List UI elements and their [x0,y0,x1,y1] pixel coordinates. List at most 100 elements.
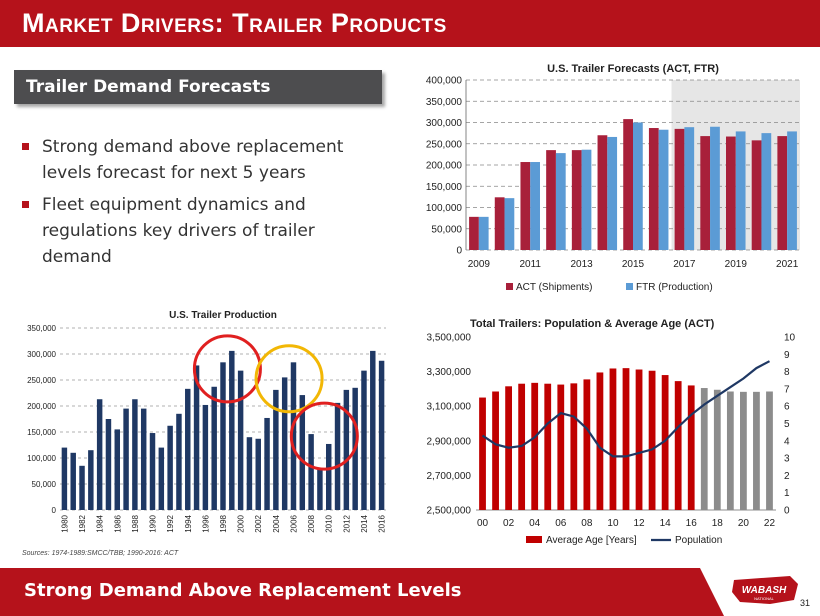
x-tick-label: 02 [503,518,515,529]
bar-act [494,197,505,250]
y-tick-label: 50,000 [431,224,462,235]
bar-production [317,469,323,510]
bar-ftr [684,127,695,250]
y-left-tick-label: 3,300,000 [427,367,472,378]
bar-act [674,128,685,250]
bar-production [273,389,279,510]
bar-population [622,368,630,510]
bullet-list: Strong demand above replacement levels f… [22,134,362,276]
bar-population [492,391,499,510]
x-tick-label: 2006 [289,514,298,532]
bar-ftr [633,122,643,250]
forecast-chart: U.S. Trailer Forecasts (ACT, FTR) 0 50,000… [426,63,800,293]
x-tick-label: 2011 [519,259,541,270]
legend-label: ACT (Shipments) [516,282,593,293]
x-tick-label: 2009 [468,259,491,270]
bullet-square-icon [22,201,29,208]
bar-production [105,419,112,510]
y-tick-label: 250,000 [27,376,56,385]
y-right-tick-label: 7 [784,384,790,395]
bar-ftr [787,131,797,250]
y-tick-label: 300,000 [27,350,56,359]
bar-population [635,369,643,510]
bar-act [648,128,659,250]
x-tick-label: 1990 [149,514,158,532]
bar-production [132,399,138,510]
y-tick-label: 250,000 [426,139,463,150]
bar-production [79,465,85,510]
bar-ftr [735,131,746,250]
bar-ftr [581,149,592,250]
y-right-tick-label: 3 [784,454,790,465]
svg-text:NATIONAL: NATIONAL [754,596,774,601]
y-left-tick-label: 2,500,000 [427,506,472,517]
bar-act [571,150,582,250]
y-right-tick-label: 5 [784,419,790,430]
highlight-circle [192,334,262,404]
x-tick-label: 14 [660,518,672,529]
bar-ftr [761,133,772,250]
source-note: Sources: 1974-1989:SMCC/TBB; 1990-2016: … [22,550,179,557]
x-tick-label: 08 [581,518,593,529]
bar-production [211,386,217,510]
legend-label: FTR (Production) [636,282,713,293]
y-tick-label: 150,000 [426,182,463,193]
y-tick-label: 0 [456,246,462,257]
x-tick-label: 1986 [113,514,122,532]
bar-population [583,379,591,510]
bar-act [469,216,479,250]
x-tick-label: 2004 [272,514,281,532]
x-tick-label: 1998 [219,514,228,532]
y-left-tick-label: 3,100,000 [427,402,472,413]
y-tick-label: 0 [52,506,57,515]
x-tick-label: 1994 [184,514,193,532]
bar-ftr [607,136,618,250]
bar-production [334,402,341,510]
wabash-logo: WABASH NATIONAL [732,576,798,604]
bar-ftr [478,216,489,250]
x-tick-label: 04 [529,518,541,529]
section-title: Trailer Demand Forecasts [26,77,271,97]
x-tick-label: 2019 [725,259,748,270]
bar-production [176,413,182,510]
bar-population [726,391,734,510]
y-right-tick-label: 6 [784,402,790,413]
x-tick-label: 1982 [78,514,87,532]
bullet-square-icon [22,143,29,150]
bar-act [623,119,633,250]
bullet-item: Fleet equipment dynamics and regulations… [22,192,362,270]
bar-production [299,395,306,510]
section-header: Trailer Demand Forecasts [14,70,382,104]
bar-act [700,136,711,250]
footer-text: Strong Demand Above Replacement Levels [24,580,462,601]
bar-population [753,391,760,510]
x-tick-label: 22 [764,518,776,529]
bar-production [88,450,94,510]
bar-production [167,425,173,510]
bar-production [149,433,156,510]
bar-production [361,370,367,510]
bar-production [281,377,288,510]
x-tick-label: 2013 [570,259,593,270]
bar-population [557,384,565,510]
y-tick-label: 350,000 [426,97,463,108]
bar-act [597,135,608,250]
y-right-tick-label: 2 [784,471,790,482]
bar-production [220,362,226,510]
chart-title: U.S. Trailer Production [169,310,277,321]
x-tick-label: 00 [477,518,489,529]
x-tick-label: 10 [607,518,619,529]
x-tick-label: 20 [738,518,750,529]
y-tick-label: 50,000 [32,480,57,489]
y-tick-label: 150,000 [27,428,56,437]
bar-population [648,370,656,510]
bar-population [700,388,708,510]
bar-production [61,447,68,510]
line-average-age [481,360,771,458]
x-tick-label: 06 [555,518,567,529]
bar-production [246,437,253,510]
svg-text:WABASH: WABASH [742,585,787,596]
population-chart: Total Trailers: Population & Average Age… [427,318,796,546]
bar-population [570,383,578,510]
bar-ftr [658,129,669,250]
